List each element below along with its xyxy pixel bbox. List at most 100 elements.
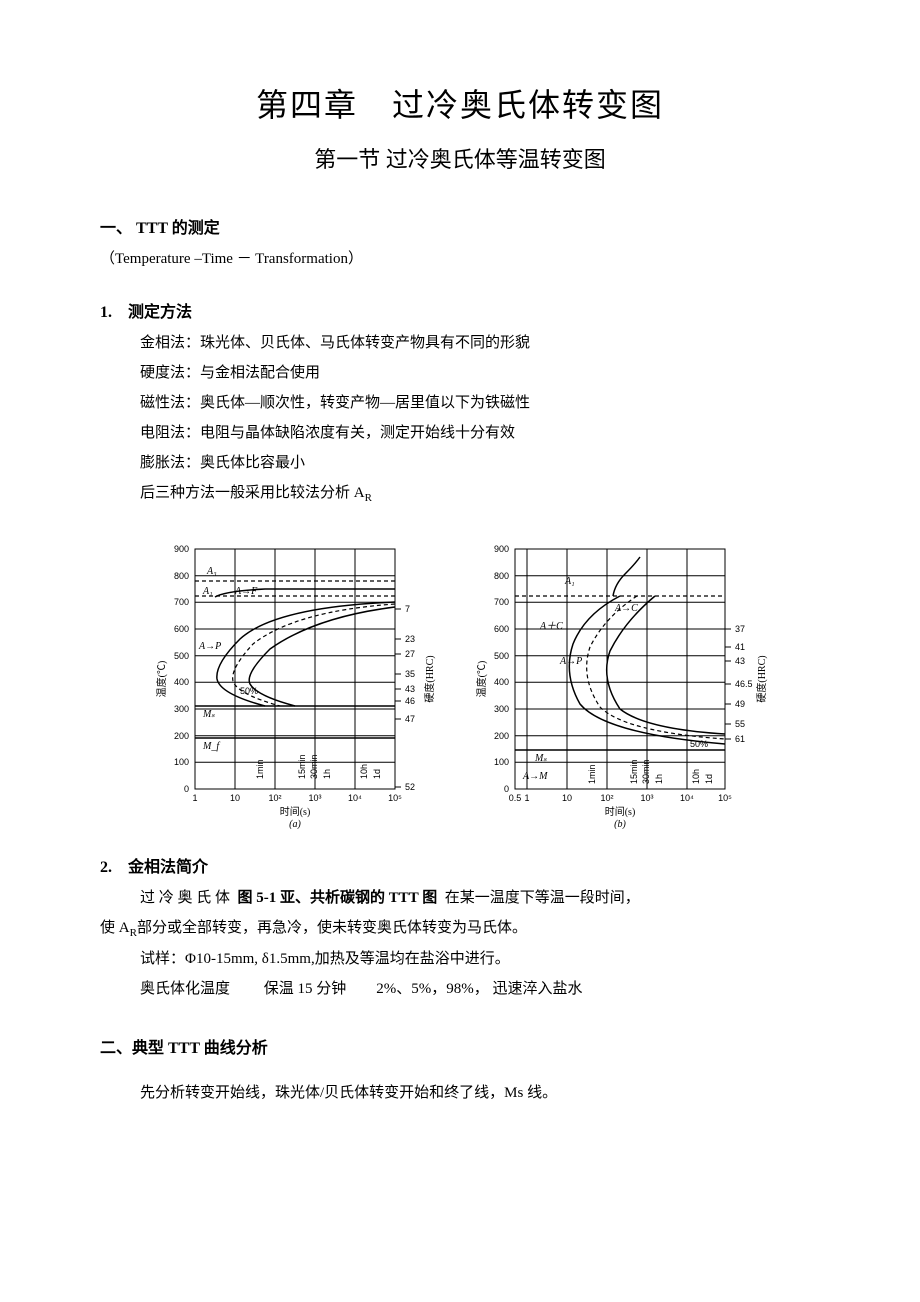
chart-a-a3: A₃ bbox=[206, 566, 217, 577]
xtick: 10 bbox=[230, 793, 240, 803]
ytick: 300 bbox=[494, 704, 509, 714]
p3: 先分析转变开始线，珠光体/贝氏体转变开始和终了线，Ms 线。 bbox=[100, 1078, 820, 1108]
chart-b-aplus: A＋C bbox=[539, 621, 563, 632]
hrc: 47 bbox=[405, 714, 415, 724]
chart-a: A₃ A₁ A→F A→P 50% Mₛ M_f 0 100 200 300 4… bbox=[145, 529, 445, 829]
svg-text:1h: 1h bbox=[322, 769, 332, 779]
ytick: 200 bbox=[174, 731, 189, 741]
chart-b-ms: Mₛ bbox=[534, 753, 547, 764]
xtick: 10² bbox=[268, 793, 281, 803]
method-resistance: 电阻法：电阻与晶体缺陷浓度有关，测定开始线十分有效 bbox=[100, 418, 820, 448]
xtick: 10⁴ bbox=[348, 793, 362, 803]
p2-pre: 过 冷 奥 氏 体 bbox=[140, 890, 230, 906]
chart-a-ms: Mₛ bbox=[202, 709, 215, 720]
y-axis-label: 温度(℃) bbox=[155, 661, 168, 698]
p2l2-pre: 使 A bbox=[100, 920, 130, 936]
svg-text:10h: 10h bbox=[359, 764, 369, 779]
chart-row: A₃ A₁ A→F A→P 50% Mₛ M_f 0 100 200 300 4… bbox=[100, 529, 820, 829]
xtick: 0.5 bbox=[509, 793, 522, 803]
chart-b: A₁ A→C A＋C A→P 50% Mₛ A→M 0 100 200 300 … bbox=[465, 529, 775, 829]
svg-text:1d: 1d bbox=[704, 774, 714, 784]
chart-b-ac: A→C bbox=[614, 603, 638, 614]
svg-text:1min: 1min bbox=[255, 759, 265, 779]
xtick: 10² bbox=[600, 793, 613, 803]
svg-text:15min: 15min bbox=[297, 754, 307, 779]
method-metallographic: 金相法：珠光体、贝氏体、马氏体转变产物具有不同的形貌 bbox=[100, 328, 820, 358]
svg-text:30min: 30min bbox=[309, 754, 319, 779]
p2l2-sub: R bbox=[130, 927, 137, 939]
ytick: 0 bbox=[184, 784, 189, 794]
sub-label-a: (a) bbox=[289, 819, 301, 829]
xtick: 10³ bbox=[640, 793, 653, 803]
xtick: 10³ bbox=[308, 793, 321, 803]
figure-caption: 图 5-1 亚、共析碳钢的 TTT 图 bbox=[238, 890, 438, 906]
svg-text:1h: 1h bbox=[654, 774, 664, 784]
ytick: 100 bbox=[494, 757, 509, 767]
ytick: 300 bbox=[174, 704, 189, 714]
chart-a-af: A→F bbox=[234, 586, 258, 597]
chart-b-am: A→M bbox=[522, 771, 548, 782]
hrc: 49 bbox=[735, 699, 745, 709]
method-hardness: 硬度法：与金相法配合使用 bbox=[100, 358, 820, 388]
hrc: 37 bbox=[735, 624, 745, 634]
ytick: 800 bbox=[494, 571, 509, 581]
xtick: 1 bbox=[524, 793, 529, 803]
ttt-english: （Temperature –Time － Transformation） bbox=[100, 244, 820, 274]
ytick: 900 bbox=[494, 544, 509, 554]
p2-line3: 试样：Φ10-15mm, δ1.5mm,加热及等温均在盐浴中进行。 bbox=[100, 944, 820, 974]
p2l2-post: 部分或全部转变，再急冷，使未转变奥氏体转变为马氏体。 bbox=[137, 920, 527, 936]
chart-a-a1: A₁ bbox=[202, 586, 213, 597]
xtick: 10⁵ bbox=[388, 793, 402, 803]
xtick: 10⁴ bbox=[680, 793, 694, 803]
heading-methods: 1. 测定方法 bbox=[100, 298, 820, 322]
ytick: 200 bbox=[494, 731, 509, 741]
ytick: 500 bbox=[494, 651, 509, 661]
method-magnetic: 磁性法：奥氏体—顺次性，转变产物—居里值以下为铁磁性 bbox=[100, 388, 820, 418]
ytick: 600 bbox=[494, 624, 509, 634]
time-marks: 1min 15min 30min 1h 10h 1d bbox=[255, 754, 382, 779]
section-title: 第一节 过冷奥氏体等温转变图 bbox=[100, 142, 820, 174]
ytick: 700 bbox=[494, 597, 509, 607]
p2-line4: 奥氏体化温度 保温 15 分钟 2%、5%，98%， 迅速淬入盐水 bbox=[100, 974, 820, 1004]
hrc: 43 bbox=[405, 684, 415, 694]
hrc: 35 bbox=[405, 669, 415, 679]
chart-b-a1: A₁ bbox=[564, 576, 575, 587]
ytick: 800 bbox=[174, 571, 189, 581]
xtick: 10⁵ bbox=[718, 793, 732, 803]
x-axis-label-b: 时间(s) bbox=[605, 805, 636, 818]
svg-text:1d: 1d bbox=[372, 769, 382, 779]
svg-text:30min: 30min bbox=[641, 759, 651, 784]
y-axis-right-label-b: 硬度(HRC) bbox=[755, 655, 768, 702]
time-marks-b: 1min 15min 30min 1h 10h 1d bbox=[587, 759, 714, 784]
ytick: 400 bbox=[174, 677, 189, 687]
ytick: 500 bbox=[174, 651, 189, 661]
x-axis-label: 时间(s) bbox=[280, 805, 311, 818]
heading-metallographic-intro: 2. 金相法简介 bbox=[100, 853, 820, 877]
chapter-title: 第四章 过冷奥氏体转变图 bbox=[100, 80, 820, 126]
hrc: 55 bbox=[735, 719, 745, 729]
chart-a-ap: A→P bbox=[198, 641, 221, 652]
method-note-sub: R bbox=[365, 492, 372, 504]
hrc: 43 bbox=[735, 656, 745, 666]
y-axis-right-label: 硬度(HRC) bbox=[423, 655, 436, 702]
chart-a-50: 50% bbox=[240, 686, 258, 696]
method-note-text: 后三种方法一般采用比较法分析 A bbox=[140, 485, 365, 501]
chart-b-ap: A→P bbox=[559, 656, 582, 667]
hrc: 46 bbox=[405, 696, 415, 706]
ytick: 400 bbox=[494, 677, 509, 687]
hrc: 61 bbox=[735, 734, 745, 744]
chart-b-50: 50% bbox=[690, 739, 708, 749]
hrc: 41 bbox=[735, 642, 745, 652]
svg-text:15min: 15min bbox=[629, 759, 639, 784]
hrc: 46.5 bbox=[735, 679, 753, 689]
ytick: 700 bbox=[174, 597, 189, 607]
ytick: 600 bbox=[174, 624, 189, 634]
method-expansion: 膨胀法：奥氏体比容最小 bbox=[100, 448, 820, 478]
svg-text:1min: 1min bbox=[587, 764, 597, 784]
method-note: 后三种方法一般采用比较法分析 AR bbox=[100, 478, 820, 509]
ytick: 100 bbox=[174, 757, 189, 767]
ytick: 900 bbox=[174, 544, 189, 554]
svg-text:10h: 10h bbox=[691, 769, 701, 784]
p2-post: 在某一温度下等温一段时间， bbox=[445, 890, 640, 906]
hrc: 52 bbox=[405, 782, 415, 792]
